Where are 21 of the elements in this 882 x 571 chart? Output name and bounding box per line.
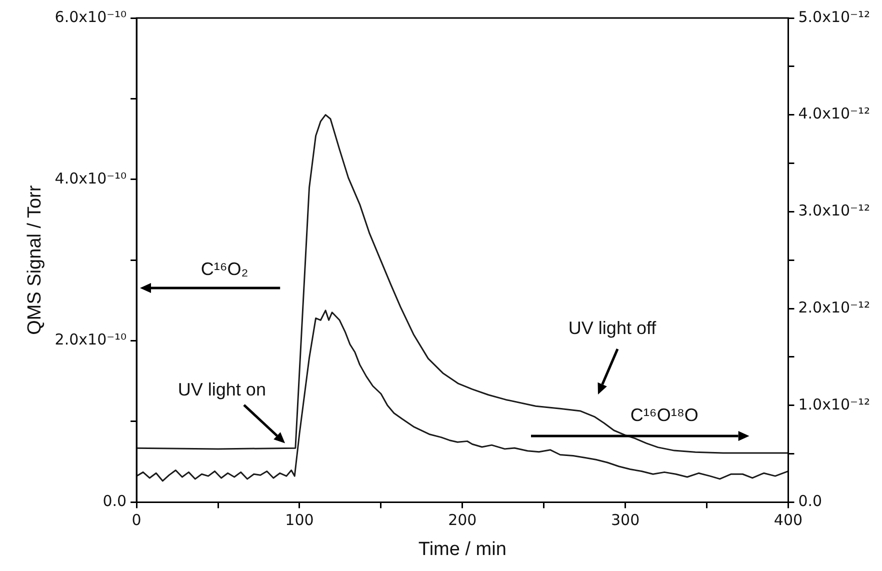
y2-tick-label: 3.0x10⁻¹² — [798, 202, 870, 220]
y-tick-label: 0.0 — [102, 492, 127, 510]
x-tick-label: 0 — [132, 511, 142, 530]
y-tick-label: 6.0x10⁻¹⁰ — [54, 8, 127, 26]
x-tick-label: 400 — [774, 511, 803, 530]
y2-tick-label: 2.0x10⁻¹² — [798, 298, 870, 316]
annotation: C¹⁶O¹⁸O — [630, 404, 698, 425]
annotation: UV light on — [178, 379, 266, 400]
x-tick-label: 200 — [448, 511, 477, 530]
y2-tick-label: 0.0 — [798, 492, 822, 510]
annotation: UV light off — [568, 318, 658, 338]
y2-tick-label: 1.0x10⁻¹² — [798, 395, 870, 414]
annotation: C¹⁶O₂ — [200, 258, 248, 279]
x-tick-label: 100 — [285, 511, 314, 530]
y2-tick-label: 4.0x10⁻¹² — [798, 104, 870, 123]
x-tick-label: 300 — [611, 511, 640, 530]
y-tick-label: 4.0x10⁻¹⁰ — [54, 169, 127, 188]
y2-tick-label: 5.0x10⁻¹² — [798, 8, 870, 26]
y-tick-label: 2.0x10⁻¹⁰ — [54, 330, 127, 349]
x-axis-title: Time / min — [418, 538, 506, 560]
y-axis-title: QMS Signal / Torr — [24, 184, 46, 335]
